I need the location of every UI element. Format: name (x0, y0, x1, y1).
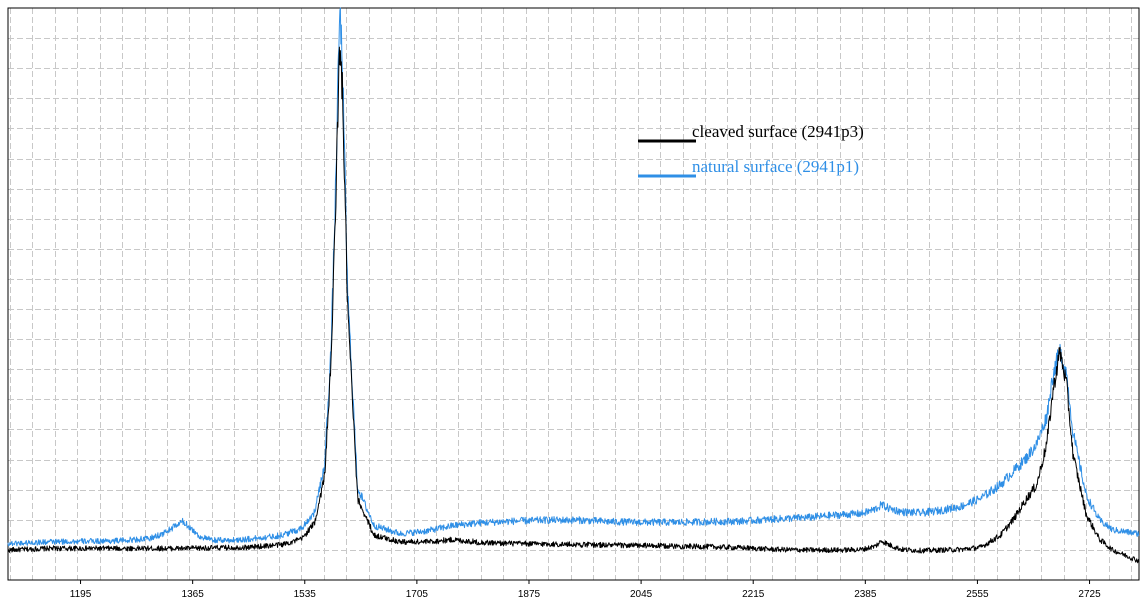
x-tick-label: 1365 (182, 589, 205, 600)
legend: cleaved surface (2941p3) natural surface … (638, 122, 864, 178)
x-tick-label: 2385 (854, 589, 877, 600)
plot-frame (7, 7, 1140, 581)
x-tick-label: 2725 (1078, 589, 1101, 600)
legend-label-cleaved: cleaved surface (2941p3) (692, 122, 864, 141)
grid (8, 8, 1139, 580)
x-tick-label: 1195 (70, 589, 92, 600)
x-tick-label: 1705 (406, 589, 429, 600)
x-tick-label: 1535 (294, 589, 317, 600)
series-lines (7, 7, 1140, 564)
series-line-natural (7, 7, 1140, 547)
legend-label-natural: natural surface (2941p1) (692, 157, 859, 176)
x-tick-label: 2045 (630, 589, 653, 600)
x-tick-label: 2555 (966, 589, 989, 600)
x-tick-label: 1875 (518, 589, 541, 600)
series-line-cleaved (7, 46, 1140, 564)
x-tick-label: 2215 (742, 589, 765, 600)
x-axis: 1195 1365 1535 1705 1875 2045 2215 2385 2555 2725 (70, 580, 1101, 600)
